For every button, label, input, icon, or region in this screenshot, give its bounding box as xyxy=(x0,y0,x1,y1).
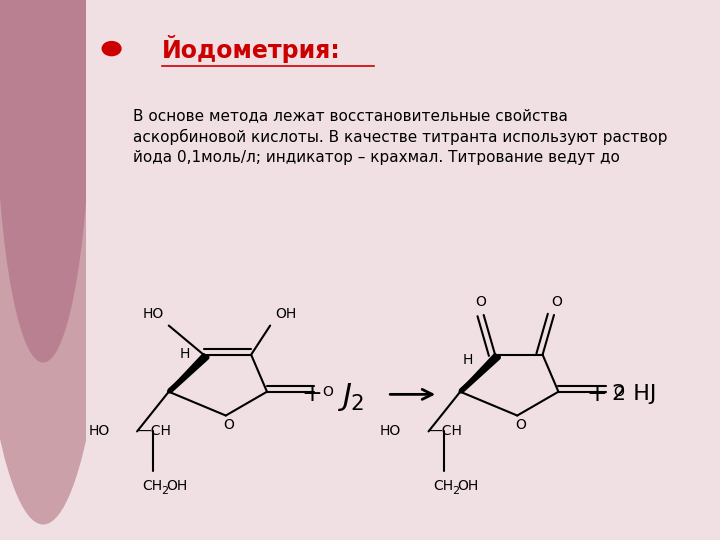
Text: H: H xyxy=(179,347,189,361)
Text: CH: CH xyxy=(433,479,454,493)
Text: O: O xyxy=(515,418,526,432)
Text: O: O xyxy=(552,295,562,309)
Text: HO: HO xyxy=(380,424,401,438)
Text: +: + xyxy=(586,382,607,407)
Text: O: O xyxy=(322,384,333,399)
Text: OH: OH xyxy=(275,307,297,321)
Text: HO: HO xyxy=(143,307,163,321)
Text: Йодометрия:: Йодометрия: xyxy=(162,35,341,63)
Text: O: O xyxy=(223,418,235,432)
Circle shape xyxy=(0,0,117,524)
Text: В основе метода лежат восстановительные свойства
аскорбиновой кислоты. В качеств: В основе метода лежат восстановительные … xyxy=(133,108,667,165)
Text: HO: HO xyxy=(89,424,110,438)
Text: OH: OH xyxy=(166,479,187,493)
Text: 2 HJ: 2 HJ xyxy=(612,384,657,404)
Circle shape xyxy=(0,0,91,362)
Text: —CH: —CH xyxy=(428,424,462,438)
Text: —CH: —CH xyxy=(137,424,171,438)
Text: 2: 2 xyxy=(453,486,460,496)
Text: O: O xyxy=(475,295,486,309)
Text: H: H xyxy=(462,353,473,367)
Text: 2: 2 xyxy=(161,486,168,496)
Text: CH: CH xyxy=(142,479,162,493)
Text: O: O xyxy=(613,384,624,399)
Text: $J_2$: $J_2$ xyxy=(337,381,364,413)
Text: OH: OH xyxy=(458,479,479,493)
Text: +: + xyxy=(301,382,322,407)
